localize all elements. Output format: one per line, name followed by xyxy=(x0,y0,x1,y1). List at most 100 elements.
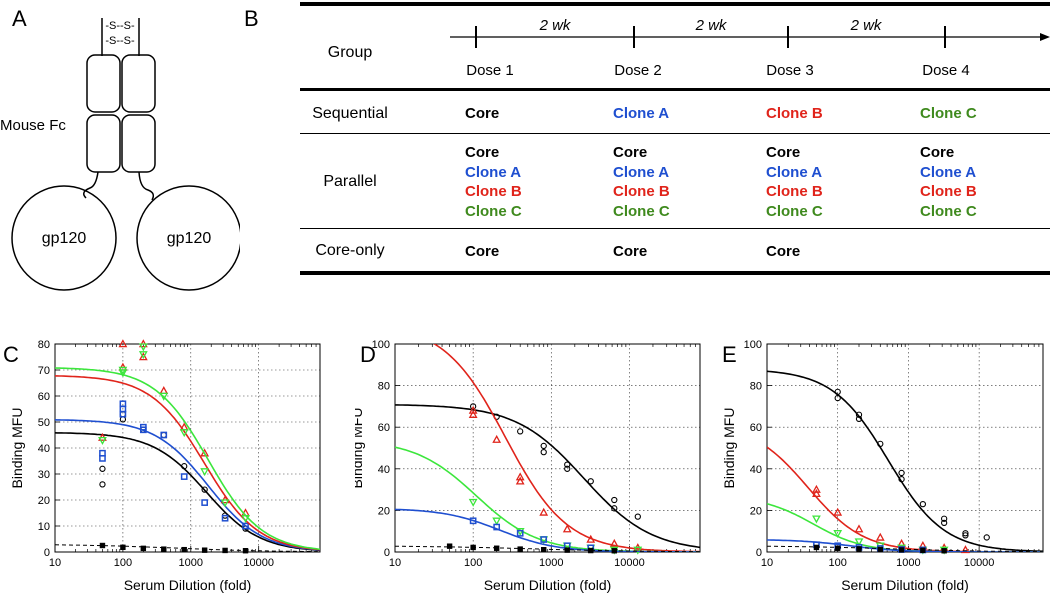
chart-c-core-point xyxy=(99,481,106,488)
chart-d-naive-point xyxy=(446,543,453,549)
chart-c-clone-a-point xyxy=(119,400,127,408)
parallel-dose3-clone-b: Clone B xyxy=(766,183,823,200)
chart-d-clone-b-point xyxy=(609,538,619,547)
table-header-rule xyxy=(300,88,1050,91)
chart-c-x-axis-label: Serum Dilution (fold) xyxy=(124,577,252,593)
chart-c-x-tick-label-10000: 10000 xyxy=(243,557,274,569)
chart-c-y-tick-label-30: 30 xyxy=(38,469,50,481)
chart-d-clone-b-point xyxy=(515,472,525,481)
sequential-dose4: Clone C xyxy=(920,105,977,122)
chart-c-naive-point xyxy=(161,546,167,552)
table-top-rule xyxy=(300,2,1050,6)
parallel-dose1: Core Clone A Clone B Clone C xyxy=(465,143,522,221)
interval-label-3: 2 wk xyxy=(850,18,883,34)
chart-c-y-tick-label-10: 10 xyxy=(38,521,50,533)
table-row-divider-1 xyxy=(300,133,1050,134)
fc-domain-left-ch2 xyxy=(86,54,121,113)
chart-d-clone-a-point xyxy=(540,536,548,543)
chart-e-y-axis-label: Binding MFU xyxy=(721,408,737,489)
chart-c-clone-a-point xyxy=(221,514,229,522)
chart-d-clone-b-point xyxy=(562,524,572,533)
parallel-dose2-core: Core xyxy=(613,144,648,161)
chart-c-y-tick-label-50: 50 xyxy=(38,417,50,429)
dose-label-4: Dose 4 xyxy=(922,62,970,79)
chart-e-core-point xyxy=(855,411,863,418)
chart-c-clone-b-point xyxy=(159,386,169,395)
chart-d-x-tick-label-1000: 1000 xyxy=(539,557,563,569)
chart-d-clone-a-point xyxy=(493,523,501,531)
chart-e-naive-point xyxy=(898,547,905,553)
chart-d-core-point xyxy=(564,465,571,472)
timeline-arrowhead xyxy=(1040,33,1050,41)
chart-c-core-point xyxy=(201,486,208,493)
parallel-dose2: Core Clone A Clone B Clone C xyxy=(613,143,670,221)
chart-c-core-fit-line xyxy=(55,432,320,552)
core-only-dose1: Core xyxy=(465,243,500,260)
chart-d-core-point xyxy=(611,505,618,512)
panel-letter-c: C xyxy=(3,342,19,367)
chart-e-y-tick-label-40: 40 xyxy=(750,464,762,476)
chart-d-x-axis-label: Serum Dilution (fold) xyxy=(484,577,612,593)
chart-c-clone-a-point xyxy=(99,449,106,457)
parallel-dose3-core: Core xyxy=(766,144,801,161)
chart-e-y-tick-label-80: 80 xyxy=(750,381,762,393)
panel-letter-e: E xyxy=(722,342,737,367)
chart-d-x-tick-label-10000: 10000 xyxy=(614,557,645,569)
table-row-divider-2 xyxy=(300,228,1050,229)
chart-d-x-tick-label-100: 100 xyxy=(464,557,482,569)
chart-d-clone-a-point xyxy=(469,517,477,525)
chart-c-x-tick-label-10: 10 xyxy=(49,557,61,569)
row-label-sequential: Sequential xyxy=(312,105,388,122)
parallel-dose2-clone-b: Clone B xyxy=(613,183,670,200)
chart-d-core-point xyxy=(469,403,477,410)
dose-label-2: Dose 2 xyxy=(614,62,662,79)
panel-letter-b: B xyxy=(244,6,259,31)
chart-e-naive-point xyxy=(941,548,947,554)
chart-e-naive-point xyxy=(835,545,841,551)
chart-c-clone-a-point xyxy=(160,431,168,439)
parallel-dose1-clone-a: Clone A xyxy=(465,163,522,181)
parallel-dose1-core: Core xyxy=(465,144,500,161)
chart-c-naive-baseline xyxy=(54,544,320,553)
chart-d-core-point xyxy=(587,478,594,485)
dose-timeline: 2 wk 2 wk 2 wk Dose 1 Dose 2 Dose 3 Dose… xyxy=(450,18,1050,79)
chart-c-core-point xyxy=(160,431,167,439)
chart-c-clone-c-point xyxy=(179,429,189,438)
chart-e-x-tick-label-10000: 10000 xyxy=(964,557,995,569)
chart-d-core-point xyxy=(540,449,547,456)
chart-e-core-point xyxy=(919,501,927,508)
chart-d-clone-c-point xyxy=(492,517,502,526)
parallel-dose1-clone-b: Clone B xyxy=(465,183,522,200)
fc-domain-left-ch3 xyxy=(86,114,121,173)
chart-e-naive-point xyxy=(920,547,926,554)
chart-c-y-tick-label-40: 40 xyxy=(38,443,50,455)
immunization-table: 2 wk 2 wk 2 wk Dose 1 Dose 2 Dose 3 Dose… xyxy=(300,0,1050,280)
chart-c-clone-c-point xyxy=(118,366,128,375)
chart-d-naive-point xyxy=(541,547,547,553)
chart-e-clone-b-fit-line xyxy=(767,446,1043,552)
fc-domain-right-ch3 xyxy=(121,114,156,173)
chart-e-core-point xyxy=(940,519,948,527)
chart-d-core-point xyxy=(540,442,547,450)
chart-d-core-point xyxy=(611,496,618,504)
dose-label-1: Dose 1 xyxy=(466,62,514,79)
sequential-dose3: Clone B xyxy=(766,105,823,122)
chart-d-core-fit-line xyxy=(395,404,700,549)
chart-c-naive-point xyxy=(120,544,126,551)
chart-c-clone-c-point xyxy=(159,392,169,401)
chart-d-clone-b-point xyxy=(515,476,525,485)
chart-c-y-tick-label-0: 0 xyxy=(44,547,50,559)
parallel-dose4-clone-b: Clone B xyxy=(920,183,977,200)
chart-d-y-tick-label-80: 80 xyxy=(378,381,390,393)
chart-e-core-point xyxy=(983,534,990,541)
chart-d-naive-point xyxy=(517,546,523,552)
chart-c-y-tick-label-70: 70 xyxy=(38,365,50,377)
chart-c-y-tick-label-60: 60 xyxy=(38,391,50,403)
chart-e-clone-b-point xyxy=(875,532,885,541)
chart-d-clone-a-point xyxy=(516,529,524,537)
chart-d-naive-point xyxy=(493,545,500,551)
chart-c-clone-b-fit-line xyxy=(55,375,320,551)
chart-c-core-point xyxy=(181,463,188,470)
chart-c-naive-point xyxy=(242,548,249,554)
chart-e-core-point xyxy=(962,532,969,539)
